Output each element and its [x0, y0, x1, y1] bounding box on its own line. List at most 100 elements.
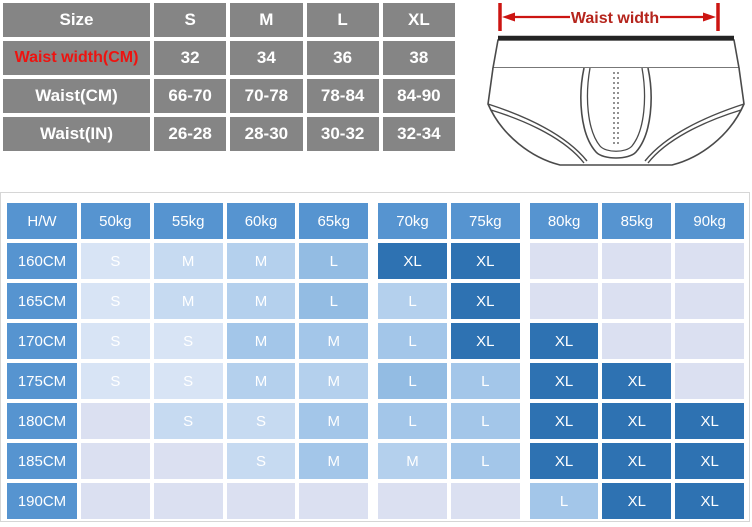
size-table-value-cell: 26-28 — [154, 117, 227, 151]
hw-size-cell: S — [153, 323, 223, 359]
hw-size-cell: M — [378, 443, 447, 479]
hw-height-label-cell: 180CM — [7, 403, 77, 439]
size-table-header-cell: Size — [3, 3, 150, 37]
hw-size-cell — [450, 483, 520, 519]
hw-size-cell: M — [226, 323, 296, 359]
hw-size-cell: XL — [602, 483, 672, 519]
size-table-header-cell: M — [230, 3, 303, 37]
hw-size-cell: XL — [529, 443, 599, 479]
hw-weight-header-cell: 60kg — [226, 203, 296, 239]
hw-size-cell — [81, 483, 150, 519]
hw-section: H/W 50kg 55kg 60kg 65kg 70kg 75kg 80kg 85kg 90kg 1… — [0, 192, 750, 522]
hw-size-cell: S — [81, 323, 150, 359]
hw-corner-cell: H/W — [7, 203, 77, 239]
size-table-value-cell: 32 — [154, 41, 227, 75]
underwear-diagram: Waist width — [487, 3, 745, 166]
hw-weight-header-cell: 85kg — [602, 203, 672, 239]
size-table-value-cell: 38 — [382, 41, 455, 75]
hw-size-cell — [81, 403, 150, 439]
hw-size-cell — [81, 443, 150, 479]
hw-size-cell — [226, 483, 296, 519]
hw-table-row: 180CM S S M L L XL XL XL — [7, 403, 745, 439]
hw-size-cell — [602, 323, 672, 359]
hw-size-cell — [675, 363, 745, 399]
hw-size-cell: L — [378, 283, 447, 319]
hw-size-cell: M — [299, 323, 369, 359]
hw-size-cell — [378, 483, 447, 519]
hw-size-cell: XL — [450, 243, 520, 279]
arrow-left-head-icon — [502, 12, 515, 22]
hw-size-cell: M — [153, 283, 223, 319]
waist-width-label: Waist width — [571, 10, 659, 27]
hw-size-cell — [602, 243, 672, 279]
hw-table-row: 165CM S M M L L XL — [7, 283, 745, 319]
size-table-value-cell: 66-70 — [154, 79, 227, 113]
hw-size-cell — [675, 283, 745, 319]
hw-weight-header-cell: 55kg — [153, 203, 223, 239]
size-table-row-label: Waist(CM) — [3, 79, 150, 113]
hw-size-cell: S — [81, 243, 150, 279]
hw-size-cell: L — [299, 283, 369, 319]
hw-size-cell: M — [299, 363, 369, 399]
arrow-right-head-icon — [703, 12, 716, 22]
hw-size-cell: M — [226, 243, 296, 279]
hw-size-cell: L — [378, 323, 447, 359]
hw-size-cell — [299, 483, 369, 519]
size-table-value-cell: 28-30 — [230, 117, 303, 151]
hw-size-cell: L — [378, 403, 447, 439]
hw-size-cell — [529, 243, 599, 279]
hw-size-cell: L — [450, 403, 520, 439]
hw-height-label-cell: 175CM — [7, 363, 77, 399]
hw-size-cell — [602, 283, 672, 319]
hw-size-cell: S — [81, 283, 150, 319]
size-table-value-cell: 70-78 — [230, 79, 303, 113]
hw-weight-header-cell: 50kg — [81, 203, 150, 239]
hw-table-row: 170CM S S M M L XL XL — [7, 323, 745, 359]
hw-size-cell — [529, 283, 599, 319]
size-table-header-cell: L — [306, 3, 379, 37]
size-table-row-label: Waist(IN) — [3, 117, 150, 151]
hw-size-cell — [675, 323, 745, 359]
hw-size-cell — [153, 483, 223, 519]
size-table-value-cell: 84-90 — [382, 79, 455, 113]
hw-size-cell: L — [299, 243, 369, 279]
hw-size-cell: S — [81, 363, 150, 399]
hw-size-cell — [675, 243, 745, 279]
hw-size-cell: XL — [378, 243, 447, 279]
hw-size-cell: XL — [675, 443, 745, 479]
hw-table-row: 175CM S S M M L L XL XL — [7, 363, 745, 399]
hw-size-cell: S — [226, 403, 296, 439]
hw-height-label-cell: 170CM — [7, 323, 77, 359]
size-table-value-cell: 34 — [230, 41, 303, 75]
hw-height-label-cell: 160CM — [7, 243, 77, 279]
hw-height-label-cell: 165CM — [7, 283, 77, 319]
hw-size-cell: S — [153, 363, 223, 399]
hw-size-cell: M — [226, 283, 296, 319]
hw-size-cell: L — [450, 443, 520, 479]
hw-size-cell: XL — [529, 363, 599, 399]
hw-size-cell: XL — [602, 403, 672, 439]
hw-size-cell: M — [153, 243, 223, 279]
hw-height-label-cell: 185CM — [7, 443, 77, 479]
hw-height-label-cell: 190CM — [7, 483, 77, 519]
size-table-value-cell: 78-84 — [306, 79, 379, 113]
hw-weight-header-cell: 90kg — [675, 203, 745, 239]
hw-weight-header-cell: 65kg — [299, 203, 369, 239]
waist-width-annotation: Waist width — [498, 3, 720, 31]
hw-size-cell: M — [299, 403, 369, 439]
size-table: Size S M L XL Waist width(CM) 32 34 36 38 Waist(CM… — [3, 3, 455, 151]
hw-table-row: 160CM S M M L XL XL — [7, 243, 745, 279]
size-table-value-cell: 30-32 — [306, 117, 379, 151]
hw-size-cell: M — [226, 363, 296, 399]
hw-table-row: 185CM S M M L XL XL XL — [7, 443, 745, 479]
size-table-header-cell: S — [154, 3, 227, 37]
hw-size-cell: XL — [602, 363, 672, 399]
hw-table-row: H/W 50kg 55kg 60kg 65kg 70kg 75kg 80kg 85kg 90kg — [7, 203, 745, 239]
hw-size-cell: XL — [675, 403, 745, 439]
hw-size-cell: S — [153, 403, 223, 439]
hw-weight-header-cell: 75kg — [450, 203, 520, 239]
hw-size-cell: S — [226, 443, 296, 479]
hw-size-cell: XL — [675, 483, 745, 519]
size-table-value-cell: 36 — [306, 41, 379, 75]
